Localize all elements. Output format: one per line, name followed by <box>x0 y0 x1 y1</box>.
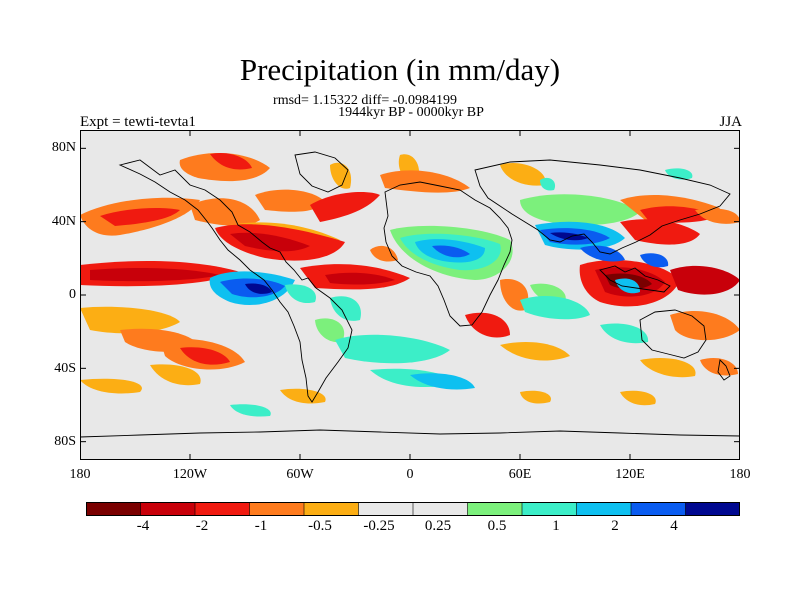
anomaly-patch <box>670 310 740 341</box>
coastlines <box>80 151 740 438</box>
anomaly-patch <box>580 245 625 262</box>
anomaly-patch <box>615 278 640 294</box>
rmsd-diff-stats: rmsd= 1.15322 diff= -0.0984199 <box>273 93 457 108</box>
lon-tick-label: 60E <box>508 467 532 482</box>
colorbar-label: 2 <box>611 518 619 534</box>
anomaly-patch <box>330 162 352 189</box>
lon-tick-label: 180 <box>69 467 91 482</box>
anomaly-patch <box>325 272 395 285</box>
anomaly-patch <box>180 347 230 365</box>
colorbar-label: 0.5 <box>487 518 507 534</box>
anomaly-patch <box>410 373 475 390</box>
anomaly-patch <box>620 390 656 406</box>
lat-tick-label: 0 <box>69 287 76 302</box>
lon-tick-label: 120W <box>172 467 208 482</box>
anomaly-patch <box>520 390 551 404</box>
colorbar-label: 1 <box>552 518 560 534</box>
colorbar-swatch <box>521 502 578 516</box>
anomaly-patch <box>540 177 556 191</box>
new-zealand-coast <box>717 359 731 381</box>
anomaly-patch <box>190 198 260 226</box>
colorbar-swatch <box>630 502 687 516</box>
colorbar-swatch <box>412 502 469 516</box>
anomaly-patch <box>640 357 696 378</box>
maritime-continent-coast <box>599 265 671 293</box>
colorbar-swatch <box>249 502 305 516</box>
lat-tick-label: 40N <box>51 214 76 229</box>
colorbar-swatch <box>86 502 142 516</box>
lat-tick-label: 80N <box>51 140 76 155</box>
asia-coast <box>474 159 731 255</box>
experiment-label: Expt = tewti-tevta1 <box>80 114 196 130</box>
anomaly-patch <box>179 153 270 182</box>
anomaly-patch <box>620 219 700 245</box>
colorbar-label: -4 <box>136 518 150 534</box>
anomaly-patch <box>695 208 740 224</box>
colorbar-swatch <box>303 502 360 516</box>
anomaly-patch <box>255 189 325 212</box>
anomaly-patch <box>432 245 470 258</box>
lat-tick-label: 40S <box>54 361 76 376</box>
anomaly-patch <box>670 265 740 295</box>
lat-tick-label: 80S <box>54 434 76 449</box>
africa-europe-coast <box>383 181 513 327</box>
anomaly-patch <box>230 232 310 252</box>
greenland-coast <box>294 151 349 193</box>
map-ticks <box>80 130 740 460</box>
plot-title: Precipitation (in mm/day) <box>239 52 561 87</box>
anomaly-patch <box>330 296 361 321</box>
colorbar-swatch <box>358 502 414 516</box>
colorbar-frame <box>86 502 740 516</box>
anomaly-patch <box>245 283 272 294</box>
lon-tick-label: 180 <box>729 467 751 482</box>
anomaly-patch <box>370 245 398 262</box>
americas-coast <box>118 159 353 403</box>
anomaly-patch <box>285 284 316 304</box>
colorbar-label: 4 <box>670 518 678 534</box>
period-subtitle: 1944kyr BP - 0000kyr BP <box>338 105 484 120</box>
anomaly-field <box>80 152 740 417</box>
season-label: JJA <box>719 114 742 130</box>
anomaly-patch <box>520 295 590 320</box>
colorbar-swatch <box>140 502 196 516</box>
anomaly-patch <box>500 279 529 311</box>
lon-tick-label: 0 <box>406 467 414 482</box>
anomaly-patch <box>500 162 546 186</box>
anomaly-patch <box>550 232 588 241</box>
australia-coast <box>639 309 707 359</box>
anomaly-patch <box>520 194 640 226</box>
anomaly-patch <box>640 253 669 268</box>
anomaly-patch <box>310 192 380 222</box>
anomaly-patch <box>230 404 271 417</box>
colorbar-label: 0.25 <box>424 518 452 534</box>
colorbar-swatch <box>194 502 251 516</box>
anomaly-patch <box>80 306 180 334</box>
anomaly-patch <box>150 364 201 386</box>
anomaly-patch <box>280 388 326 404</box>
colorbar-label: -0.5 <box>308 518 332 534</box>
anomaly-patch <box>90 267 220 282</box>
colorbar-swatch <box>685 502 740 516</box>
lon-tick-label: 120E <box>615 467 645 482</box>
antarctica-coast <box>80 429 740 438</box>
precipitation-anomaly-map <box>80 130 740 460</box>
colorbar-swatch <box>467 502 523 516</box>
colorbar-swatch <box>576 502 632 516</box>
anomaly-patch <box>80 378 142 394</box>
lon-tick-label: 60W <box>286 467 314 482</box>
anomaly-patch <box>500 342 570 361</box>
colorbar-label: -0.25 <box>363 518 395 534</box>
anomaly-patch <box>315 318 345 343</box>
colorbar-label: -1 <box>254 518 268 534</box>
anomaly-patch <box>600 323 649 344</box>
colorbar <box>86 502 740 516</box>
anomaly-patch <box>100 208 180 226</box>
anomaly-patch <box>210 152 252 170</box>
colorbar-label: -2 <box>195 518 209 534</box>
anomaly-patch <box>335 334 450 364</box>
